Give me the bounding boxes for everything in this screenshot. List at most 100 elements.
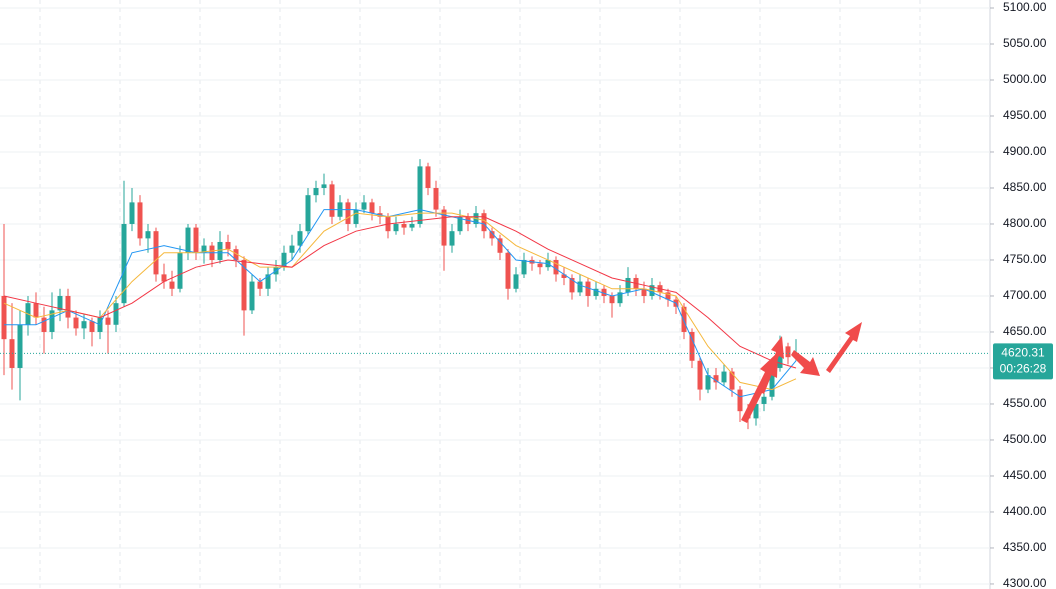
candle-body (305, 195, 311, 232)
moving-average-line (3, 212, 797, 391)
moving-average-line (4, 209, 797, 398)
y-tick-label: 4950.00 (1003, 108, 1047, 122)
candle-body (553, 259, 559, 275)
candle-body (697, 360, 703, 390)
candle-body (761, 396, 767, 404)
candle-body (785, 346, 791, 358)
candle-body (585, 281, 591, 296)
candle-body (577, 281, 583, 293)
candle-body (665, 292, 671, 300)
candle-body (1, 295, 7, 340)
candle-body (193, 227, 199, 253)
candle-body (681, 306, 687, 332)
y-tick-label: 4900.00 (1003, 144, 1047, 158)
candle-body (705, 375, 711, 390)
candle-body (601, 288, 607, 296)
annotation-arrows (741, 322, 862, 423)
candle-body (329, 184, 335, 217)
candle-body (713, 375, 719, 383)
candle-body (17, 324, 23, 368)
candle-body (153, 231, 159, 275)
y-tick-label: 4350.00 (1003, 540, 1047, 554)
candle-body (641, 288, 647, 296)
candle-body (289, 245, 295, 253)
candle-body (489, 231, 495, 239)
arrow-up (760, 336, 784, 394)
candle-body (369, 202, 375, 214)
candle-body (409, 223, 415, 228)
candle-body (217, 241, 223, 260)
candle-body (433, 187, 439, 210)
candle-body (65, 295, 71, 318)
candle-body (57, 295, 63, 311)
candle-body (353, 209, 359, 224)
candle-body (177, 252, 183, 289)
y-tick-label: 4750.00 (1003, 252, 1047, 266)
candle-body (457, 216, 463, 232)
moving-average-line (3, 216, 797, 369)
candle-body (81, 321, 87, 329)
candle-body (425, 166, 431, 188)
countdown-label: 00:26:28 (1000, 362, 1047, 376)
y-tick-label: 5050.00 (1003, 36, 1047, 50)
candle-body (593, 288, 599, 296)
candle-body (105, 317, 111, 325)
candle-body (225, 241, 231, 250)
candle-body (129, 202, 135, 224)
y-tick-label: 4500.00 (1003, 432, 1047, 446)
candle-body (753, 403, 759, 419)
candle-body (521, 259, 527, 275)
candle-body (537, 263, 543, 268)
y-tick-label: 5100.00 (1003, 0, 1047, 14)
candle-body (361, 202, 367, 210)
y-tick-label: 4400.00 (1003, 504, 1047, 518)
candle-body (505, 252, 511, 289)
y-tick-label: 4850.00 (1003, 180, 1047, 194)
candle-body (737, 389, 743, 412)
candle-body (313, 187, 319, 196)
y-tick-label: 4800.00 (1003, 216, 1047, 230)
candle-body (73, 317, 79, 329)
y-tick-label: 5000.00 (1003, 72, 1047, 86)
candle-body (569, 277, 575, 293)
candle-body (297, 231, 303, 246)
candle-body (497, 238, 503, 253)
arrow-up (741, 352, 778, 423)
y-tick-label: 4650.00 (1003, 324, 1047, 338)
candle-body (169, 281, 175, 289)
last-price-box (993, 343, 1053, 380)
candle-body (257, 281, 263, 289)
candle-body (769, 367, 775, 397)
candle-body (41, 317, 47, 332)
candle-body (249, 281, 255, 311)
candle-body (161, 274, 167, 282)
candle-body (393, 223, 399, 232)
candle-body (145, 231, 151, 239)
y-tick-label: 4700.00 (1003, 288, 1047, 302)
candle-body (721, 371, 727, 383)
candle-body (113, 303, 119, 325)
candle-body (321, 184, 327, 188)
candle-body (265, 274, 271, 289)
y-tick-label: 4300.00 (1003, 576, 1047, 589)
y-tick-label: 4450.00 (1003, 468, 1047, 482)
arrow-up (826, 322, 862, 373)
candle-body (401, 223, 407, 228)
candle-body (609, 295, 615, 304)
candle-body (281, 252, 287, 268)
candle-body (689, 331, 695, 361)
candle-body (345, 202, 351, 224)
candle-body (33, 303, 39, 318)
candle-body (625, 277, 631, 293)
candle-body (233, 249, 239, 260)
candle-body (729, 371, 735, 390)
candle-body (185, 227, 191, 253)
candle-body (481, 213, 487, 232)
candle-body (241, 259, 247, 311)
candle-body (201, 245, 207, 253)
candle-body (449, 231, 455, 246)
candle-body (121, 223, 127, 304)
candle-body (441, 209, 447, 246)
